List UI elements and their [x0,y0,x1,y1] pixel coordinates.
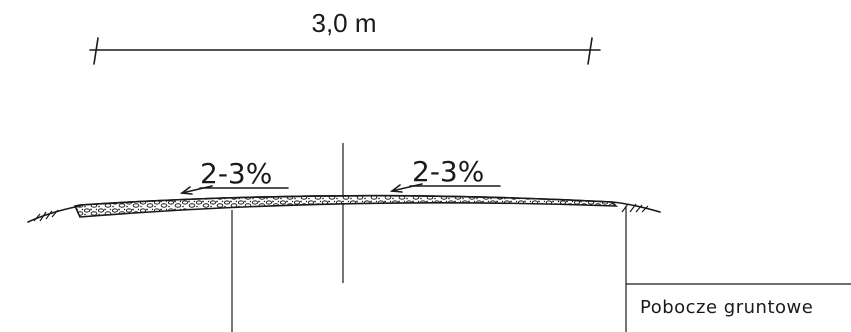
left-slope-label: 2-3% [200,157,272,190]
dimension-line [89,37,601,65]
right-slope-label: 2-3% [412,155,484,188]
left-slope-annotation: 2-3% [179,157,289,195]
left-ground-hatch [27,205,81,223]
shoulder-legend-label: Pobocze gruntowe [640,297,813,318]
gravel-road-surface [73,194,619,218]
shoulder-legend-box: Pobocze gruntowe [626,283,851,318]
right-ground-hatch [611,201,661,213]
right-slope-annotation: 2-3% [389,155,501,193]
width-label: 3,0 m [311,8,376,38]
